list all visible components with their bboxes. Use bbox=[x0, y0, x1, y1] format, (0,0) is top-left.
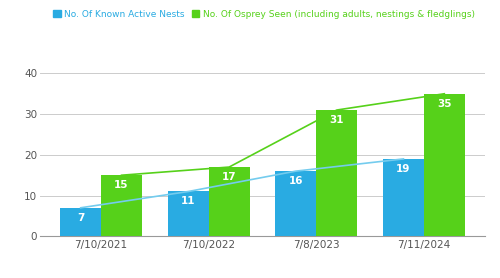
Bar bbox=[168, 192, 208, 236]
Text: 11: 11 bbox=[181, 196, 196, 206]
Text: 31: 31 bbox=[330, 115, 344, 125]
Text: 35: 35 bbox=[437, 99, 452, 109]
Bar bbox=[208, 167, 250, 236]
Bar bbox=[316, 110, 357, 236]
Text: 15: 15 bbox=[114, 180, 129, 190]
Text: 19: 19 bbox=[396, 164, 410, 174]
Bar bbox=[424, 94, 465, 236]
Bar bbox=[276, 171, 316, 236]
Text: 7: 7 bbox=[77, 213, 84, 223]
Legend: No. Of Known Active Nests, No. Of Osprey Seen (including adults, nestings & fled: No. Of Known Active Nests, No. Of Osprey… bbox=[54, 10, 475, 19]
Bar bbox=[60, 208, 101, 236]
Bar bbox=[383, 159, 424, 236]
Text: 16: 16 bbox=[288, 176, 303, 186]
Text: 17: 17 bbox=[222, 172, 236, 182]
Bar bbox=[101, 175, 142, 236]
